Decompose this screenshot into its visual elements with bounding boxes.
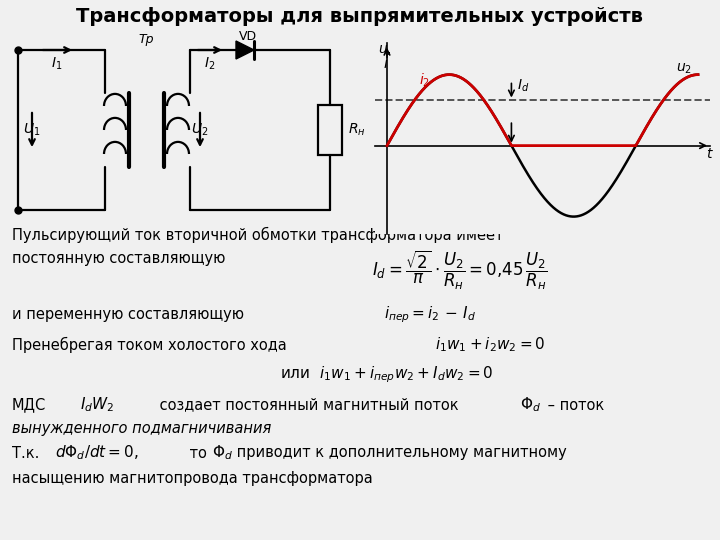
Text: $U_2$: $U_2$: [192, 122, 209, 138]
Text: и переменную составляющую: и переменную составляющую: [12, 307, 244, 322]
Text: вынужденного подмагничивания: вынужденного подмагничивания: [12, 421, 271, 435]
Text: $I_d = \dfrac{\sqrt{2}}{\pi} \cdot \dfrac{U_2}{R_н} = 0{,}45\,\dfrac{U_2}{R_н}$: $I_d = \dfrac{\sqrt{2}}{\pi} \cdot \dfra…: [372, 248, 548, 292]
Text: $u_2$: $u_2$: [677, 62, 693, 76]
Text: Трансформаторы для выпрямительных устройств: Трансформаторы для выпрямительных устрой…: [76, 8, 644, 26]
Text: $\Phi_d$: $\Phi_d$: [212, 444, 233, 462]
Text: $R_н$: $R_н$: [348, 122, 366, 138]
Bar: [318, 105, 342, 155]
Text: Пульсирующий ток вторичной обмотки трансформатора имеет: Пульсирующий ток вторичной обмотки транс…: [12, 227, 503, 243]
Text: $I_d$: $I_d$: [518, 78, 530, 94]
Text: VD: VD: [239, 30, 257, 43]
Text: $i_1 w_1 + i_2 w_2 = 0$: $i_1 w_1 + i_2 w_2 = 0$: [435, 336, 545, 354]
Text: насыщению магнитопровода трансформатора: насыщению магнитопровода трансформатора: [12, 470, 373, 485]
Text: $I_1$: $I_1$: [51, 56, 63, 72]
Text: МДС: МДС: [12, 397, 46, 413]
Text: Т.к.: Т.к.: [12, 446, 40, 461]
Polygon shape: [236, 41, 254, 59]
Text: или  $i_1 w_1 + i_{пер} w_2 + I_d w_2 = 0$: или $i_1 w_1 + i_{пер} w_2 + I_d w_2 = 0…: [280, 364, 493, 386]
Text: $t$: $t$: [706, 147, 714, 161]
Text: постоянную составляющую: постоянную составляющую: [12, 251, 225, 266]
Text: $I_2$: $I_2$: [204, 56, 216, 72]
Text: $u,$: $u,$: [378, 43, 392, 57]
Text: Пренебрегая током холостого хода: Пренебрегая током холостого хода: [12, 337, 287, 353]
Text: $i$: $i$: [383, 56, 389, 71]
Text: $d\Phi_d / dt = 0,$: $d\Phi_d / dt = 0,$: [55, 444, 139, 462]
Text: $\Phi_d$: $\Phi_d$: [520, 396, 541, 414]
Text: – поток: – поток: [543, 397, 604, 413]
Text: $i_2$: $i_2$: [418, 72, 430, 89]
Text: $I_d W_2$: $I_d W_2$: [80, 396, 114, 414]
Text: Тр: Тр: [139, 33, 154, 46]
Text: приводит к дополнительному магнитному: приводит к дополнительному магнитному: [232, 446, 567, 461]
Text: создает постоянный магнитный поток: создает постоянный магнитный поток: [155, 397, 463, 413]
Text: $i_{пер} = i_2\,-\,I_d$: $i_{пер} = i_2\,-\,I_d$: [384, 305, 476, 325]
Text: то: то: [185, 446, 212, 461]
Text: $U_1$: $U_1$: [23, 122, 41, 138]
